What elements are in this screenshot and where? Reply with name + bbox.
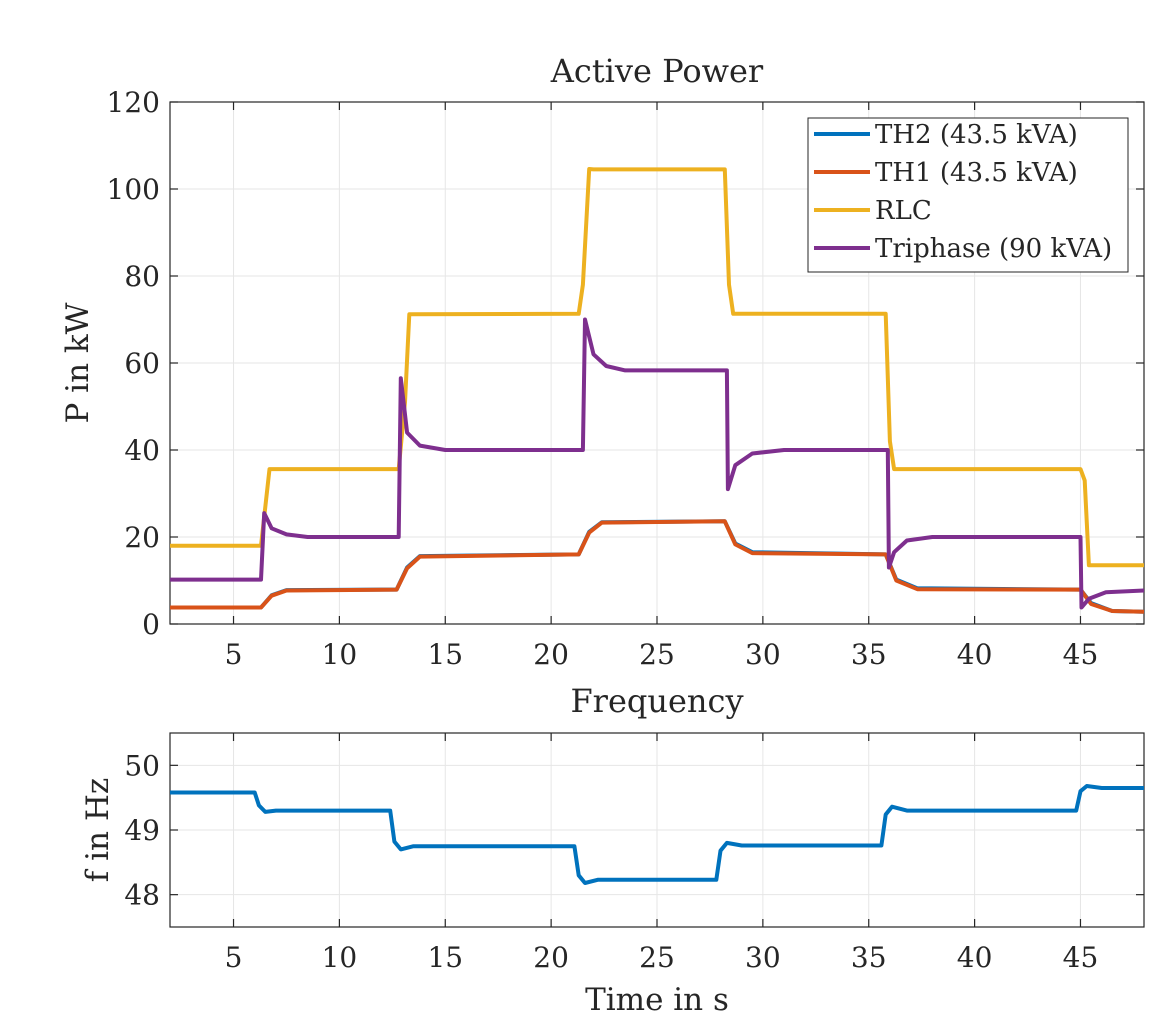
active-power-lines (170, 167, 1144, 614)
series-line-th1 (170, 519, 1144, 614)
frequency-xtick-label: 30 (745, 941, 781, 974)
active-power-ytick-label: 100 (107, 173, 160, 206)
active-power-xtick-label: 40 (957, 638, 993, 671)
frequency-xtick-label: 10 (322, 941, 358, 974)
frequency-grid (170, 733, 1144, 927)
frequency-title: Frequency (570, 682, 743, 720)
active-power-ytick-label: 40 (124, 434, 160, 467)
legend: TH2 (43.5 kVA) TH1 (43.5 kVA) RLC Triphase … (807, 117, 1129, 273)
frequency-xtick-label: 40 (957, 941, 993, 974)
frequency-xtick-label: 25 (639, 941, 675, 974)
frequency-ylabel: f in Hz (80, 778, 116, 882)
frequency-ytick-label: 48 (124, 879, 160, 912)
active-power-title: Active Power (550, 52, 764, 90)
series-line-frequency (170, 784, 1144, 885)
active-power-ytick-label: 20 (124, 521, 160, 554)
legend-label: TH2 (43.5 kVA) (875, 120, 1078, 150)
active-power-xtick-label: 30 (745, 638, 781, 671)
legend-label: RLC (875, 196, 932, 226)
active-power-xtick-label: 35 (851, 638, 887, 671)
active-power-ytick-label: 80 (124, 260, 160, 293)
frequency-xtick-label: 20 (533, 941, 569, 974)
active-power-xtick-label: 10 (322, 638, 358, 671)
active-power-ytick-label: 60 (124, 347, 160, 380)
active-power-ylabel: P in kW (60, 302, 96, 423)
active-power-ticks: 5 10 15 20 25 30 35 40 45 0 20 40 60 80 100 120 (107, 86, 1144, 671)
frequency-xtick-label: 35 (851, 941, 887, 974)
active-power-xtick-label: 20 (533, 638, 569, 671)
frequency-xtick-label: 5 (225, 941, 243, 974)
frequency-lines (170, 784, 1144, 885)
active-power-ytick-label: 120 (107, 86, 160, 119)
active-power-xtick-label: 25 (639, 638, 675, 671)
active-power-ytick-label: 0 (142, 608, 160, 641)
frequency-panel: Frequency 5 10 15 20 25 30 35 40 45 48 49 50 f in H… (80, 682, 1145, 1012)
frequency-ytick-label: 49 (124, 814, 160, 847)
frequency-ytick-label: 50 (124, 749, 160, 782)
legend-label: Triphase (90 kVA) (875, 234, 1112, 264)
active-power-xtick-label: 5 (225, 638, 243, 671)
series-line-triphase (170, 317, 1144, 610)
legend-label: TH1 (43.5 kVA) (875, 158, 1078, 188)
active-power-panel: Active Power 5 10 15 20 25 30 35 40 45 0 20 40 60 80 1… (60, 52, 1145, 671)
frequency-xtick-label: 45 (1063, 941, 1099, 974)
frequency-ticks: 5 10 15 20 25 30 35 40 45 48 49 50 (124, 733, 1144, 974)
frequency-xtick-label: 15 (427, 941, 463, 974)
frequency-xlabel: Time in s (585, 982, 729, 1012)
active-power-xtick-label: 15 (427, 638, 463, 671)
active-power-xtick-label: 45 (1063, 638, 1099, 671)
